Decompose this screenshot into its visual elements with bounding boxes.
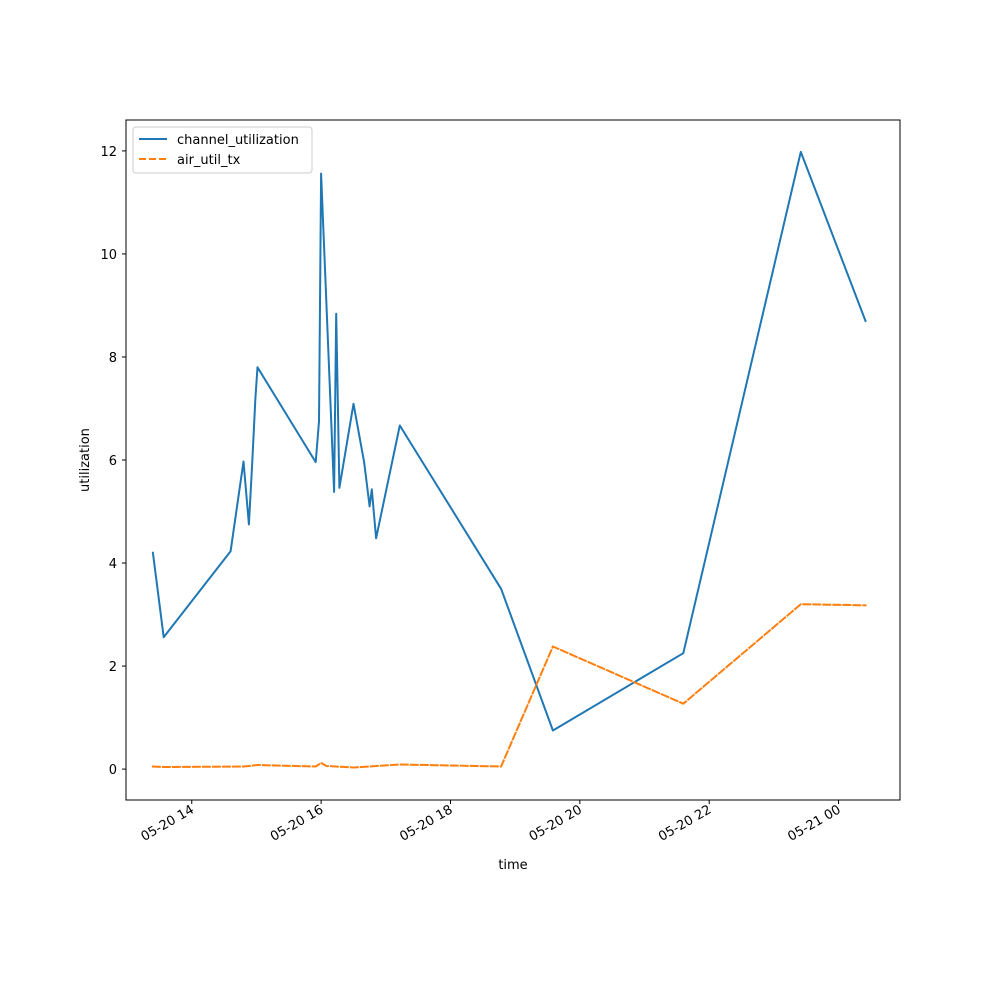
axis-layer: 05-20 14 05-20 16 05-20 18 05-20 20 05-20 22… (100, 145, 843, 845)
y-tick-label: 2 (109, 660, 117, 675)
series-line-air-util-tx (151, 603, 867, 769)
y-tick-label: 8 (109, 351, 117, 366)
x-axis-label: time (498, 858, 527, 873)
y-tick-label: 6 (109, 454, 117, 469)
legend-box (132, 126, 313, 174)
legend-label-air-util-tx: air_util_tx (177, 153, 241, 168)
x-tick-label: 05-20 14 (139, 802, 197, 844)
x-tick-label: 05-20 20 (527, 802, 585, 844)
x-tick-label: 05-20 22 (656, 802, 714, 844)
x-tick-label: 05-21 00 (785, 802, 843, 844)
x-tick-label: 05-20 16 (268, 802, 326, 844)
y-tick-label: 12 (100, 145, 117, 160)
legend-label-channel-utilization: channel_utilization (177, 133, 299, 148)
y-tick-label: 10 (100, 248, 117, 263)
x-tick-label: 05-20 18 (397, 802, 455, 844)
plot-layer (151, 150, 867, 769)
y-tick-label: 4 (109, 557, 117, 572)
y-axis-label: utilization (78, 428, 93, 492)
legend: channel_utilization air_util_tx (132, 126, 313, 174)
series-line-channel-utilization (151, 150, 867, 732)
y-tick-label: 0 (109, 763, 117, 778)
